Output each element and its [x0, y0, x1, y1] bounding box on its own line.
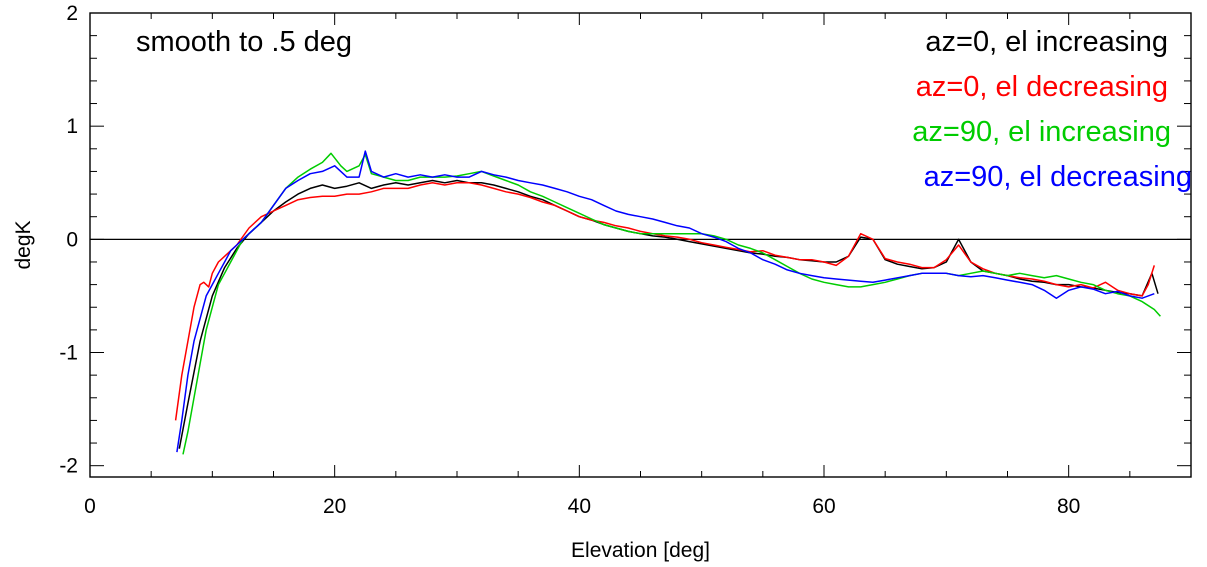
x-tick-label: 80 [1057, 495, 1080, 518]
x-axis-title: Elevation [deg] [571, 539, 710, 562]
x-tick-label: 40 [568, 495, 591, 518]
y-tick-label: -2 [59, 455, 78, 478]
legend-entry-3: az=90, el increasing [912, 116, 1171, 148]
series-line-4 [176, 150, 1155, 453]
tick-label-layer: 0 20 40 60 80 -2 -1 0 1 2 [59, 2, 1080, 518]
legend-entry-2: az=0, el decreasing [916, 71, 1168, 103]
x-tick-label: 60 [812, 495, 835, 518]
y-axis-title: degK [12, 220, 35, 269]
legend-entry-4: az=90, el decreasing [924, 161, 1192, 193]
y-tick-label: 1 [66, 115, 78, 138]
tick-layer [89, 12, 1192, 477]
y-tick-label: -1 [59, 342, 78, 365]
smoothing-annotation: smooth to .5 deg [136, 26, 352, 58]
legend-entry-1: az=0, el increasing [925, 26, 1168, 58]
y-tick-label: 2 [66, 2, 78, 25]
legend: az=0, el increasing az=0, el decreasing az… [912, 26, 1192, 193]
x-tick-label: 0 [84, 495, 96, 518]
x-tick-label: 20 [323, 495, 346, 518]
series-layer [174, 150, 1161, 455]
y-tick-label: 0 [66, 228, 78, 251]
